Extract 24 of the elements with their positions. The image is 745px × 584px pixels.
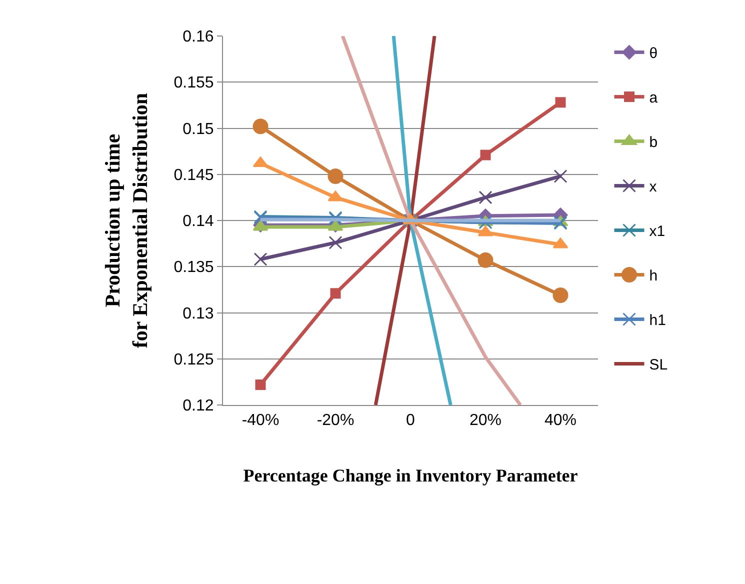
- y-tick-label: 0.135: [174, 259, 214, 276]
- legend-label: θ: [649, 45, 658, 62]
- y-tick-label: 0.155: [174, 74, 214, 92]
- legend-label: a: [649, 90, 658, 107]
- legend-label: h1: [649, 312, 666, 330]
- legend-label: h: [649, 268, 658, 285]
- x-axis-title: Percentage Change in Inventory Parameter: [243, 465, 578, 486]
- y-tick-label: 0.125: [174, 351, 214, 368]
- x-tick-label: 0: [406, 412, 416, 430]
- y-tick-label: 0.145: [174, 166, 214, 184]
- legend-label: x: [649, 178, 658, 196]
- legend-label: x1: [649, 223, 666, 240]
- legend-label: b: [649, 134, 658, 152]
- y-tick-label: 0.12: [182, 398, 214, 415]
- y-axis-title: Production up time for Exponential Distribution: [100, 92, 152, 348]
- y-tick-label: 0.14: [182, 213, 214, 230]
- x-tick-label: 40%: [544, 412, 577, 430]
- y-tick-label: 0.13: [182, 305, 214, 322]
- y-tick-label: 0.15: [182, 120, 214, 138]
- x-tick-label: -20%: [316, 412, 354, 430]
- x-tick-label: -40%: [242, 412, 280, 430]
- legend-label: SL: [649, 356, 668, 374]
- y-tick-label: 0.16: [182, 28, 214, 46]
- x-tick-label: 20%: [469, 412, 502, 430]
